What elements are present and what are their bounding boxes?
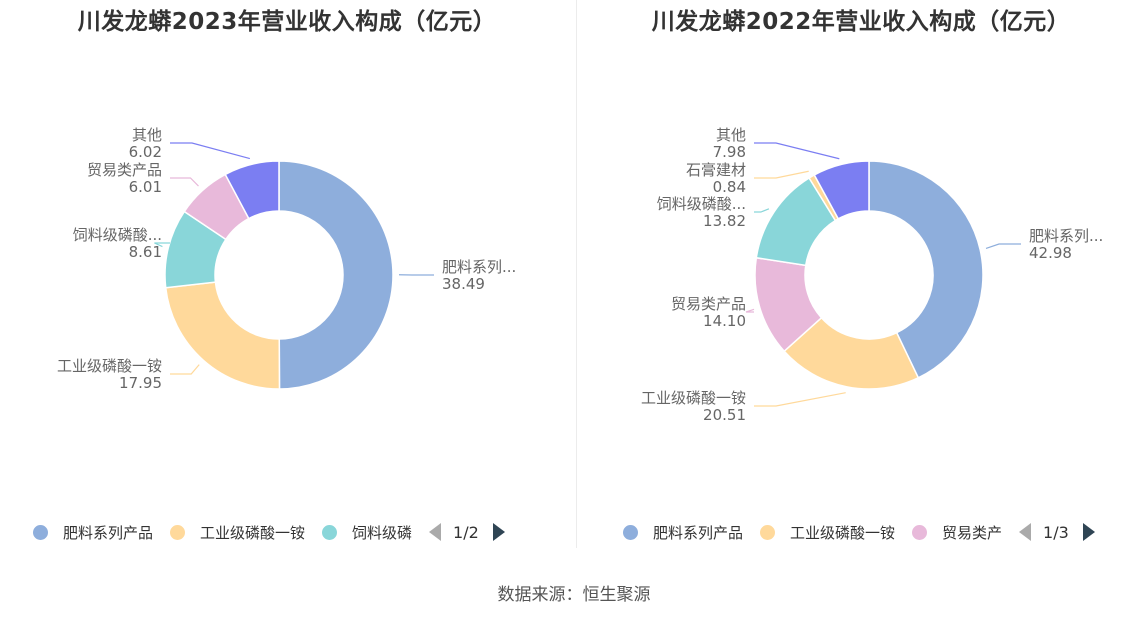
legend-dot-icon <box>912 524 928 540</box>
slice-value-label: 14.10 <box>703 312 746 330</box>
slice-label: 石膏建材 <box>686 161 746 179</box>
legend-dot-icon <box>760 524 776 540</box>
legend-label: 工业级磷酸一铵 <box>200 523 306 542</box>
slice-label: 工业级磷酸一铵 <box>641 389 746 407</box>
donut-slice[interactable] <box>164 281 281 390</box>
leader-line <box>154 242 170 248</box>
arrow-right-icon[interactable] <box>492 523 505 541</box>
leader-line <box>985 243 1021 249</box>
legend-page-indicator: 1/3 <box>1043 522 1069 542</box>
legend-item[interactable]: 肥料系列产品 <box>623 522 743 543</box>
legend-dot-icon <box>623 524 638 540</box>
slice-label: 工业级磷酸一铵 <box>57 357 162 375</box>
slice-label: 其他 <box>132 126 162 144</box>
slice-label: 饲料级磷酸... <box>73 226 162 244</box>
slice-value-label: 38.49 <box>442 275 485 293</box>
data-source: 数据来源：恒生聚源 <box>497 585 651 605</box>
leader-line <box>754 392 846 407</box>
leader-line <box>754 208 770 213</box>
legend-item[interactable]: 工业级磷酸一铵 <box>760 522 895 543</box>
slice-value-label: 7.98 <box>713 143 746 161</box>
legend-item[interactable]: 贸易类产 <box>912 522 1002 543</box>
slice-label: 其他 <box>716 126 746 144</box>
divider <box>576 0 577 548</box>
slice-label: 贸易类产品 <box>87 161 162 179</box>
chart-panel-2023: 川发龙蟒2023年营业收入构成（亿元） 肥料系列... 38.49 工业级磷酸一铵 1… <box>0 0 574 560</box>
legend-dot-icon <box>170 524 186 540</box>
slice-label: 肥料系列... <box>1029 227 1103 245</box>
legend-label: 贸易类产 <box>942 523 1003 542</box>
legend-page-indicator: 1/2 <box>453 522 479 542</box>
legend-label: 工业级磷酸一铵 <box>790 523 896 542</box>
slice-value-label: 17.95 <box>119 374 162 392</box>
legend-label: 肥料系列产品 <box>63 523 154 542</box>
legend: 肥料系列产品 工业级磷酸一铵 贸易类产 1/3 <box>623 519 1095 545</box>
slice-value-label: 42.98 <box>1029 244 1072 262</box>
slice-value-label: 6.02 <box>129 143 162 161</box>
legend-item[interactable]: 饲料级磷 <box>322 522 412 543</box>
slice-value-label: 13.82 <box>703 212 746 230</box>
arrow-right-icon[interactable] <box>1082 523 1095 541</box>
donut-slice[interactable] <box>813 160 870 220</box>
slice-value-label: 0.84 <box>713 178 746 196</box>
legend-pager: 1/2 <box>429 523 505 542</box>
chart-title: 川发龙蟒2023年营业收入构成（亿元） <box>77 9 497 35</box>
leader-line <box>745 308 755 313</box>
arrow-left-icon[interactable] <box>1019 523 1032 541</box>
leader-line <box>754 170 809 179</box>
slice-value-label: 8.61 <box>129 243 162 261</box>
donut-slice[interactable] <box>224 160 280 220</box>
leader-line <box>754 142 840 160</box>
leader-line <box>170 142 251 160</box>
slice-value-label: 20.51 <box>703 406 746 424</box>
legend-label: 肥料系列产品 <box>653 523 744 542</box>
legend-item[interactable]: 肥料系列产品 <box>33 522 153 543</box>
donut-slice[interactable] <box>278 160 394 390</box>
legend-dot-icon <box>33 524 48 540</box>
slice-label: 肥料系列... <box>442 258 516 276</box>
chart-title: 川发龙蟒2022年营业收入构成（亿元） <box>651 9 1071 35</box>
legend-dot-icon <box>322 524 338 540</box>
legend-label: 饲料级磷 <box>352 523 413 542</box>
slice-label: 贸易类产品 <box>671 295 746 313</box>
legend-item[interactable]: 工业级磷酸一铵 <box>170 522 305 543</box>
slice-value-label: 6.01 <box>129 178 162 196</box>
legend: 肥料系列产品 工业级磷酸一铵 饲料级磷 1/2 <box>33 519 505 545</box>
chart-panel-2022: 川发龙蟒2022年营业收入构成（亿元） 肥料系列... 42.98 工业级磷酸一铵 2… <box>574 0 1148 560</box>
leader-line <box>170 177 199 187</box>
donut-slice[interactable] <box>868 160 984 379</box>
legend-pager: 1/3 <box>1019 523 1095 542</box>
slice-label: 饲料级磷酸... <box>657 195 746 213</box>
arrow-left-icon[interactable] <box>429 523 442 541</box>
leader-line <box>170 364 200 375</box>
